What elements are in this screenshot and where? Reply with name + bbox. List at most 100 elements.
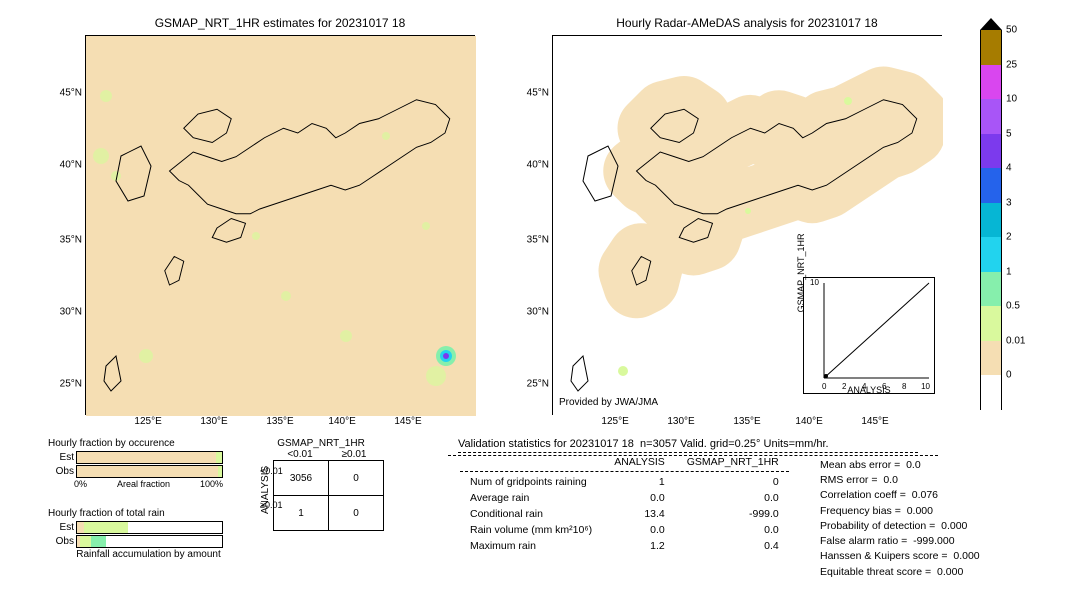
val-b: 0.4 (677, 539, 789, 553)
val-col-header: ANALYSIS (604, 455, 675, 469)
ytick: 25°N (527, 378, 553, 389)
inset-tick: 10 (921, 382, 930, 391)
hbar-total-title: Hourly fraction of total rain (48, 508, 223, 519)
inset-tick: 0 (822, 382, 826, 391)
xtick: 140°E (328, 414, 355, 427)
left-map-svg (86, 36, 476, 416)
val-label: Rain volume (mm km²10⁶) (460, 523, 602, 537)
colorbar: 502510543210.50.010 (980, 30, 1002, 410)
validation-title-suffix: n=3057 Valid. grid=0.25° Units=mm/hr. (640, 438, 829, 450)
inset-tick: 8 (902, 382, 906, 391)
stat-line: Correlation coeff = 0.076 (820, 488, 980, 503)
colorbar-segment (980, 30, 1002, 65)
ytick: 30°N (60, 306, 86, 317)
hbar-xlabel: 100% (200, 479, 223, 489)
stat-label: Probability of detection = (820, 520, 935, 532)
matrix-cell: 0 (329, 461, 384, 496)
stat-label: False alarm ratio = (820, 535, 907, 547)
hbar-segment (128, 522, 222, 533)
stat-line: RMS error = 0.0 (820, 473, 980, 488)
left-map: GSMAP_NRT_1HR estimates for 20231017 18 … (85, 35, 475, 415)
xtick: 135°E (266, 414, 293, 427)
xtick: 130°E (667, 414, 694, 427)
inset-scatter: ANALYSIS GSMAP_NRT_1HR 0 10 10 2 4 6 8 (803, 277, 935, 394)
val-label: Maximum rain (460, 539, 602, 553)
attribution: Provided by JWA/JMA (559, 397, 658, 408)
stat-label: Frequency bias = (820, 505, 901, 517)
ytick: 45°N (527, 87, 553, 98)
colorbar-segment (980, 203, 1002, 238)
ytick: 35°N (527, 235, 553, 246)
val-b: 0.0 (677, 523, 789, 537)
validation-row: Rain volume (mm km²10⁶)0.00.0 (460, 523, 789, 537)
hbar-row-label: Obs (48, 466, 76, 477)
colorbar-segment (980, 375, 1002, 410)
xtick: 125°E (601, 414, 628, 427)
colorbar-label: 0.5 (1006, 301, 1020, 312)
colorbar-segment (980, 65, 1002, 100)
xtick: 145°E (394, 414, 421, 427)
xtick: 125°E (134, 414, 161, 427)
hbar-segment (106, 536, 222, 547)
hbar-occ-title: Hourly fraction by occurence (48, 438, 223, 449)
val-label: Conditional rain (460, 507, 602, 521)
hbar-occurrence: Hourly fraction by occurence EstObs 0% A… (48, 438, 223, 489)
stat-label: Mean abs error = (820, 459, 900, 471)
hbar-segment (80, 536, 92, 547)
val-label: Average rain (460, 491, 602, 505)
val-a: 0.0 (604, 523, 675, 537)
val-b: 0 (677, 475, 789, 489)
stat-val: 0.0 (883, 474, 898, 486)
hbar-segment (77, 522, 84, 533)
validation-row: Conditional rain13.4-999.0 (460, 507, 789, 521)
stat-val: 0.000 (953, 550, 979, 562)
xtick: 140°E (795, 414, 822, 427)
matrix-cell: 0 (329, 496, 384, 531)
hbar-totalrain: Hourly fraction of total rain EstObs Rai… (48, 508, 223, 562)
val-col-header: GSMAP_NRT_1HR (677, 455, 789, 469)
ytick: 40°N (60, 159, 86, 170)
colorbar-label: 5 (1006, 128, 1012, 139)
colorbar-segment (980, 134, 1002, 169)
colorbar-label: 25 (1006, 59, 1017, 70)
inset-tick: 10 (810, 278, 819, 287)
inset-tick: 6 (882, 382, 886, 391)
matrix-row-label: <0.01 (260, 466, 283, 476)
colorbar-segment (980, 306, 1002, 341)
validation-row: Num of gridpoints raining10 (460, 475, 789, 489)
val-a: 13.4 (604, 507, 675, 521)
stat-line: Frequency bias = 0.000 (820, 504, 980, 519)
matrix-row-label: ≥0.01 (260, 500, 282, 510)
stat-line: False alarm ratio = -999.000 (820, 534, 980, 549)
validation-row: Average rain0.00.0 (460, 491, 789, 505)
hbar-segment (77, 466, 218, 477)
colorbar-label: 4 (1006, 163, 1012, 174)
hbar-segment (91, 536, 106, 547)
hbar-xlabel: Areal fraction (117, 479, 170, 489)
hbar-row-label: Obs (48, 536, 76, 547)
stat-label: RMS error = (820, 474, 877, 486)
val-label: Num of gridpoints raining (460, 475, 602, 489)
stat-line: Probability of detection = 0.000 (820, 519, 980, 534)
colorbar-segment (980, 341, 1002, 376)
val-a: 0.0 (604, 491, 675, 505)
contingency-matrix: GSMAP_NRT_1HR ANALYSIS <0.01 ≥0.01 30560… (258, 438, 384, 531)
hbar-total-footer: Rainfall accumulation by amount (48, 549, 223, 560)
colorbar-segment (980, 168, 1002, 203)
stat-val: -999.000 (913, 535, 954, 547)
right-map: Hourly Radar-AMeDAS analysis for 2023101… (552, 35, 942, 415)
stat-val: 0.076 (912, 489, 938, 501)
hbar-segment (216, 452, 222, 463)
hbar-row: Obs (48, 465, 223, 478)
hbar-xlabel: 0% (74, 479, 87, 489)
ytick: 40°N (527, 159, 553, 170)
val-a: 1.2 (604, 539, 675, 553)
stats-list: Mean abs error = 0.0RMS error = 0.0Corre… (820, 458, 980, 580)
validation-row: Maximum rain1.20.4 (460, 539, 789, 553)
stat-label: Correlation coeff = (820, 489, 906, 501)
colorbar-label: 0 (1006, 370, 1012, 381)
matrix-col-label: ≥0.01 (327, 449, 381, 460)
hbar-row: Obs (48, 535, 223, 548)
inset-tick: 4 (862, 382, 866, 391)
colorbar-segment (980, 237, 1002, 272)
